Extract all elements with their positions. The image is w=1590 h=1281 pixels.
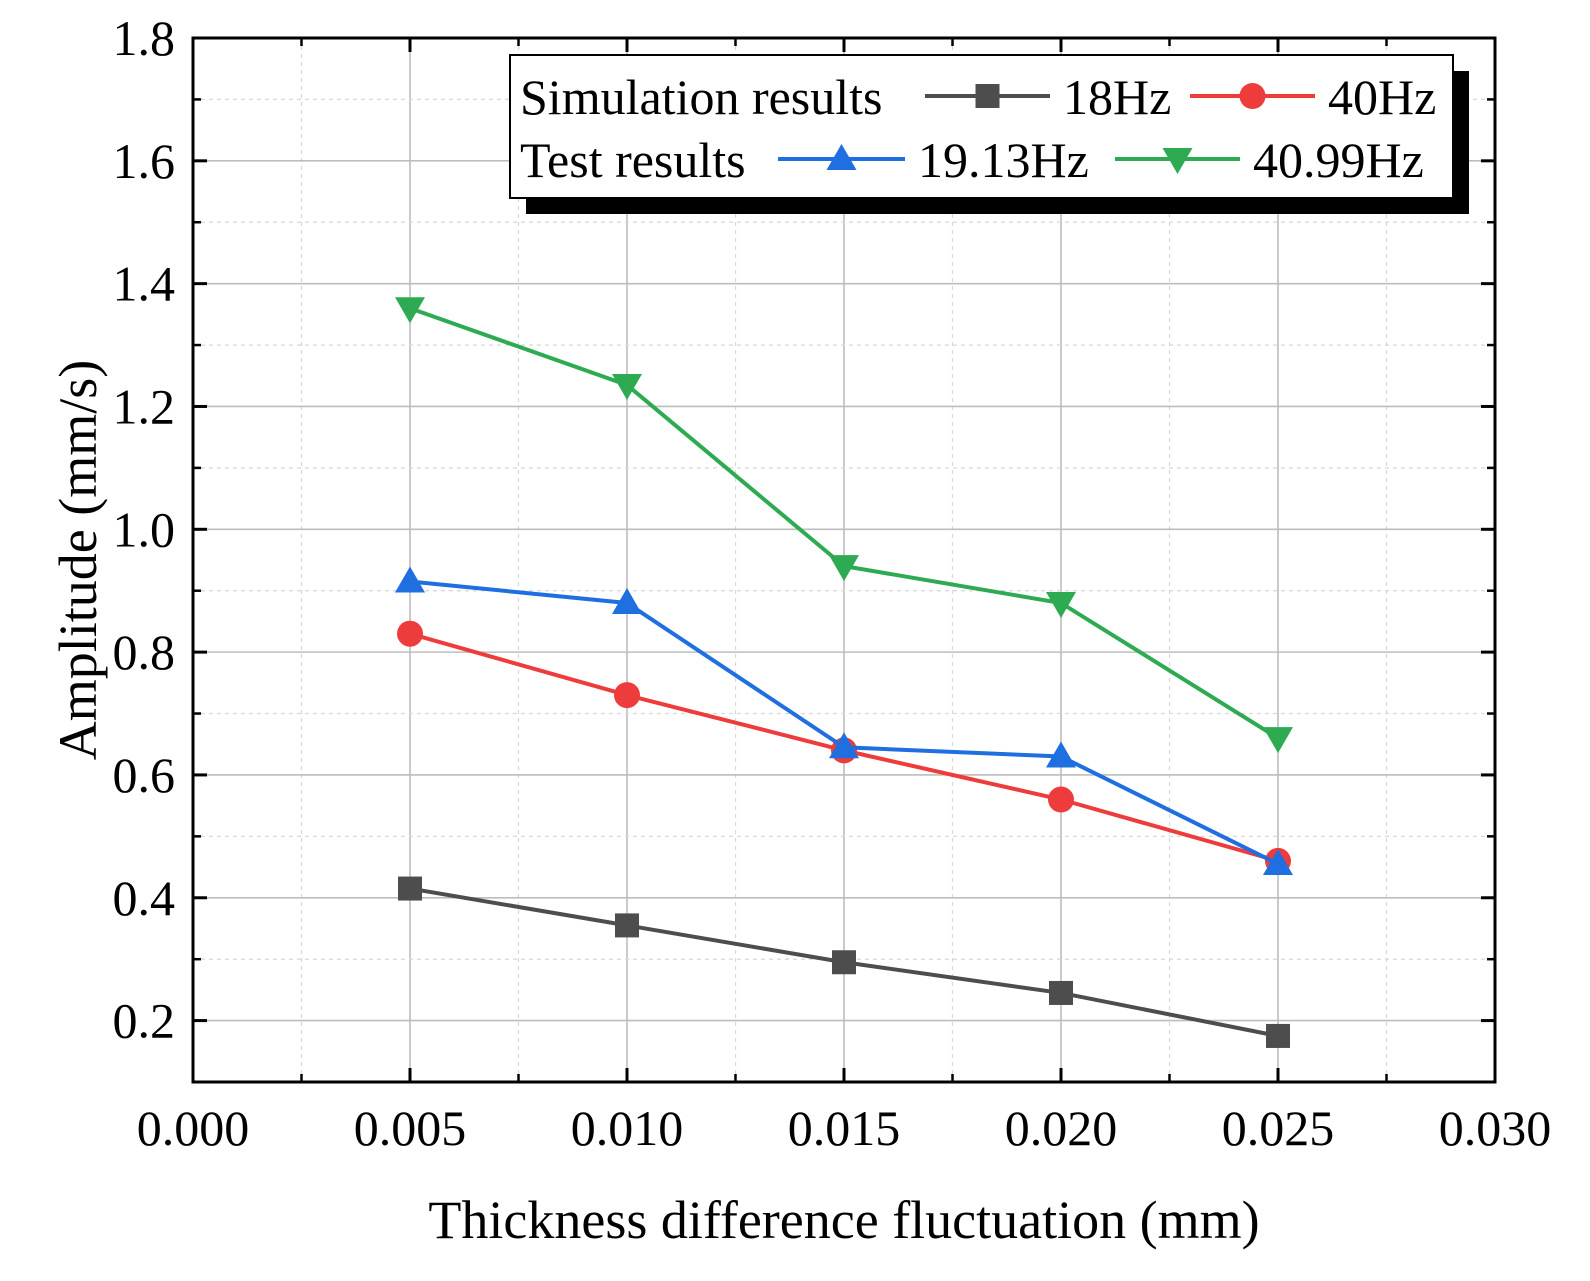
data-point-40hz <box>614 682 640 709</box>
legend-marker-40-99hz <box>1162 148 1193 174</box>
data-point-19-13hz <box>1263 848 1293 875</box>
data-point-19-13hz <box>612 587 642 614</box>
legend-marker-40hz <box>1239 83 1266 109</box>
grid-layer <box>193 38 1495 1082</box>
x-tick-label: 0.010 <box>571 1100 684 1156</box>
data-point-18hz <box>1049 980 1073 1005</box>
data-point-40hz <box>1048 786 1074 813</box>
data-point-19-13hz <box>829 732 859 759</box>
y-axis-title: Amplitude (mm/s) <box>48 360 108 760</box>
y-tick-label: 1.6 <box>113 133 176 189</box>
data-point-40-99hz <box>612 373 642 400</box>
x-tick-label: 0.005 <box>354 1100 467 1156</box>
data-point-19-13hz <box>395 566 425 593</box>
y-tick-label: 0.2 <box>113 993 176 1049</box>
legend-marker-19-13hz <box>826 144 857 170</box>
legend-label-40hz: 40Hz <box>1328 69 1436 125</box>
legend-box <box>509 54 1454 199</box>
data-point-40-99hz <box>1046 591 1076 618</box>
y-tick-label: 0.6 <box>113 747 176 803</box>
x-tick-label: 0.020 <box>1005 1100 1118 1156</box>
data-point-18hz <box>615 913 639 938</box>
legend-marker-18hz <box>975 84 1000 108</box>
y-tick-label: 1.8 <box>113 10 176 66</box>
y-tick-label: 1.0 <box>113 501 176 557</box>
data-point-18hz <box>398 876 422 901</box>
series-layer <box>395 297 1293 1048</box>
legend-label-19-13hz: 19.13Hz <box>918 132 1089 188</box>
x-tick-label: 0.025 <box>1222 1100 1335 1156</box>
y-tick-label: 0.4 <box>113 870 176 926</box>
y-tick-label: 0.8 <box>113 624 176 680</box>
y-tick-label: 1.4 <box>113 256 176 312</box>
x-tick-label: 0.015 <box>788 1100 901 1156</box>
tick-layer: 0.000 0.005 0.010 0.015 0.020 0.025 0.030 0.2 0.… <box>113 10 1552 1156</box>
x-tick-label: 0.000 <box>137 1100 250 1156</box>
legend: Simulation results 18Hz 40Hz Test results 19… <box>509 54 1469 214</box>
data-point-18hz <box>1266 1023 1290 1048</box>
legend-group-label: Test results <box>520 132 746 188</box>
x-tick-label: 0.030 <box>1439 1100 1552 1156</box>
y-tick-label: 1.2 <box>113 378 176 434</box>
data-point-40hz <box>397 620 423 647</box>
legend-label-40-99hz: 40.99Hz <box>1253 132 1424 188</box>
legend-group-label: Simulation results <box>520 69 883 125</box>
data-point-19-13hz <box>1046 741 1076 768</box>
x-axis-title: Thickness difference fluctuation (mm) <box>428 1190 1259 1250</box>
data-point-40-99hz <box>1263 727 1293 754</box>
data-point-40-99hz <box>395 297 425 324</box>
data-point-18hz <box>832 950 856 975</box>
data-point-40-99hz <box>829 555 859 582</box>
legend-label-18hz: 18Hz <box>1063 69 1171 125</box>
